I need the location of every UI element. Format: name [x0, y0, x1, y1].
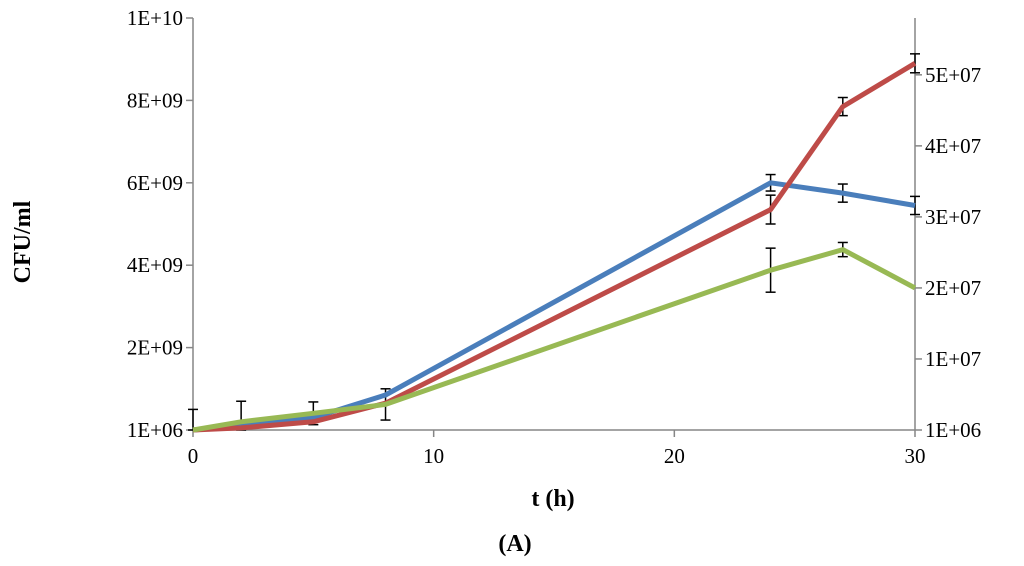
- x-tick-label: 20: [664, 444, 685, 468]
- y2-tick-label: 2E+07: [925, 276, 981, 300]
- axes: [186, 17, 922, 437]
- series-lines: [192, 61, 917, 433]
- x-axis-title: t (h): [531, 486, 574, 512]
- y2-tick-label: 1E+07: [925, 347, 981, 371]
- y-tick-label: 8E+09: [127, 88, 183, 112]
- y-tick-label: 1E+06: [127, 418, 183, 442]
- series-line-3: [192, 247, 917, 433]
- x-tick-label: 30: [905, 444, 926, 468]
- y-tick-label: 4E+09: [127, 253, 183, 277]
- x-tick-label: 0: [188, 444, 199, 468]
- tick-labels: 1E+06 2E+09 4E+09 6E+09 8E+09 1E+10 1E+06 1E+07…: [127, 6, 981, 468]
- y2-tick-label: 3E+07: [925, 205, 981, 229]
- series-line-1: [192, 180, 916, 433]
- figure-caption: (A): [498, 531, 531, 557]
- x-tick-label: 10: [423, 444, 444, 468]
- y2-tick-label: 5E+07: [925, 63, 981, 87]
- y-axis-title: CFU/ml: [10, 200, 36, 283]
- y2-tick-label: 1E+06: [925, 418, 981, 442]
- y-tick-label: 1E+10: [127, 6, 183, 30]
- y-tick-label: 6E+09: [127, 171, 183, 195]
- error-bars: [188, 53, 920, 431]
- series-line-2: [192, 61, 917, 433]
- y2-tick-label: 4E+07: [925, 134, 981, 158]
- y-tick-label: 2E+09: [127, 336, 183, 360]
